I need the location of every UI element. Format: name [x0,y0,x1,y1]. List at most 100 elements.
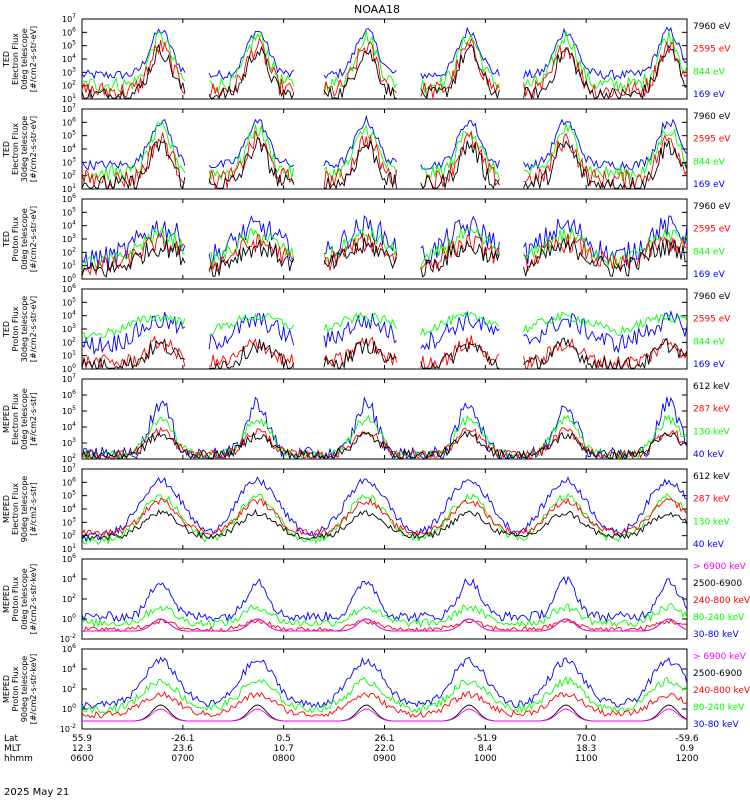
footer-axis-table: Lat 55.9 -26.1 0.5 26.1 -51.9 70.0 -59.6 MLT 12.3… [4,734,699,764]
y-tick-label: 107 [62,373,76,384]
series-group [82,214,687,278]
footer-value: -26.1 [171,734,194,744]
y-tick-label: 106 [62,26,76,37]
series-line-2 [82,704,687,722]
series-line-2 [82,37,687,99]
series-line-2 [82,232,687,277]
legend-entry: 7960 eV [693,202,731,212]
panel-7: 10-2 100 102 104 106 MEPEDProton Flux0deg tel… [2,553,750,644]
series-line-3 [82,31,687,94]
series-line-5 [82,656,687,711]
panel-4: 100 101 102 103 104 105 106 TEDProton Flux30deg… [2,283,731,374]
panel-6: 101 102 103 104 105 106 107 MEPEDElectron Flux9… [2,463,730,554]
legend-entry: 287 keV [693,495,730,505]
legend-entry: 169 eV [693,270,726,280]
legend-entry: 40 keV [693,450,725,460]
legend-entry: 844 eV [693,247,726,257]
y-tick-label: 102 [62,336,76,347]
legend-entry: 844 eV [693,157,726,167]
y-tick-label: 101 [62,543,76,554]
series-line-3 [82,618,687,633]
footer-value: -51.9 [474,734,498,744]
footer-value: 26.1 [374,734,394,744]
y-axis-label: MEPEDElectron Flux90deg telescope[#/cm2-… [2,476,38,543]
y-tick-label: 103 [62,437,76,448]
footer-value: -59.6 [675,734,699,744]
y-tick-label: 105 [62,130,76,141]
legend-entry: 2595 eV [693,45,731,55]
y-tick-label: 104 [62,220,76,231]
y-axis-label: MEPEDProton Flux90deg telescope[#/cm2-s-… [2,654,38,725]
y-tick-label: 100 [62,363,76,374]
series-line-4 [82,676,687,715]
series-line-2 [82,426,687,459]
footer-value: 70.0 [576,734,596,744]
legend-entry: > 6900 keV [693,562,747,572]
y-tick-label: 10-2 [60,633,76,644]
y-tick-label: 101 [62,260,76,271]
series-line-5 [82,576,687,623]
series-line-3 [82,414,687,459]
y-tick-label: 102 [62,170,76,181]
legend-entry: 844 eV [693,67,726,77]
y-tick-label: 103 [62,233,76,244]
y-tick-label: 100 [62,703,76,714]
y-tick-label: 102 [62,80,76,91]
series-group [82,656,687,722]
y-axis-label: TEDProton Flux30deg telescope[#/cm2-s-st… [2,296,38,363]
series-line-4 [82,214,687,270]
legend-entry: 7960 eV [693,22,731,32]
legend-entry: 30-80 keV [693,720,739,730]
y-tick-label: 107 [62,13,76,24]
chart-title: NOAA18 [354,3,400,16]
series-line-3 [82,121,687,182]
y-tick-label: 105 [62,296,76,307]
y-tick-label: 106 [62,193,76,204]
y-axis-label: MEPEDProton Flux0deg telescope[#/cm2-s-s… [2,564,38,635]
legend-entry: 2500-6900 [693,669,742,679]
panel-1: 101 102 103 104 105 106 107 TEDElectron Flux0de… [2,13,731,104]
y-tick-label: 102 [62,683,76,694]
panel-2: 101 102 103 104 105 106 107 TEDElectron Flux30d… [2,103,731,194]
footer-row-label: MLT [4,744,22,754]
y-tick-label: 105 [62,206,76,217]
footer-value: 23.6 [173,744,193,754]
series-line-2 [82,497,687,537]
panels-layer: 101 102 103 104 105 106 107 TEDElectron Flux0de… [2,13,750,734]
footer-value: 0900 [373,754,396,764]
legend-entry: 844 eV [693,337,726,347]
panel-5: 102 103 104 105 106 107 MEPEDElectron Flux0deg… [2,373,730,464]
y-tick-label: 104 [62,503,76,514]
footer-value: 12.3 [72,744,92,754]
footer-row-label: Lat [4,734,19,744]
legend-entry: 2500-6900 [693,579,742,589]
footer-value: 1200 [676,754,699,764]
y-tick-label: 100 [62,273,76,284]
legend-entry: 30-80 keV [693,630,739,640]
series-group [82,114,687,189]
y-tick-label: 101 [62,183,76,194]
series-line-1 [82,337,687,369]
y-tick-label: 107 [62,463,76,474]
y-tick-label: 104 [62,573,76,584]
y-tick-label: 104 [62,421,76,432]
footer-value: 8.4 [478,744,493,754]
series-line-1 [82,708,687,722]
series-line-1 [82,237,687,278]
legend-entry: 130 keV [693,517,730,527]
y-tick-label: 106 [62,553,76,564]
y-tick-label: 104 [62,53,76,64]
legend-entry: 240-800 keV [693,686,750,696]
y-tick-label: 103 [62,156,76,167]
legend-entry: 7960 eV [693,292,731,302]
footer-value: 0.9 [680,744,695,754]
legend-entry: 287 keV [693,405,730,415]
legend-entry: 169 eV [693,90,726,100]
date-label: 2025 May 21 [4,787,69,798]
panel-frame [81,198,688,280]
series-line-3 [82,690,687,719]
y-tick-label: 101 [62,93,76,104]
legend-entry: 40 keV [693,540,725,550]
y-tick-label: 106 [62,389,76,400]
